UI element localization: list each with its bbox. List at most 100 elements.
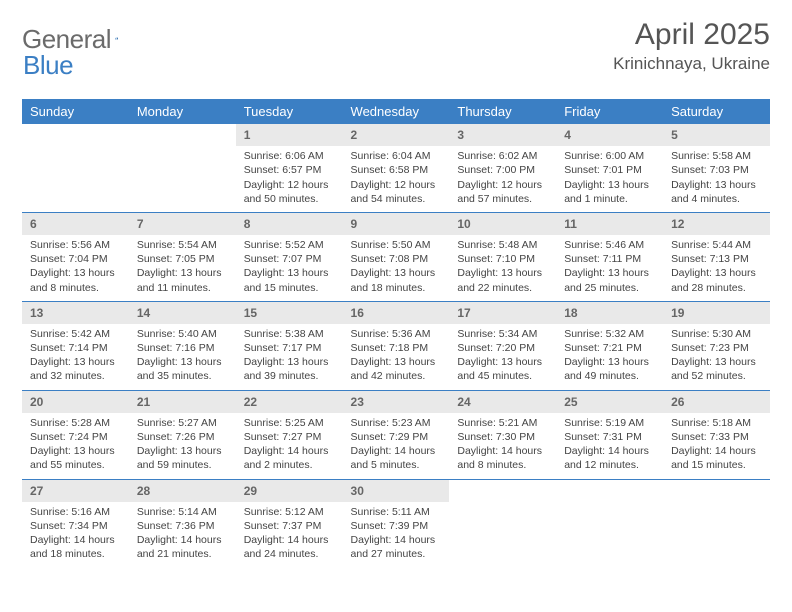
day-body: Sunrise: 5:19 AMSunset: 7:31 PMDaylight:…	[556, 413, 663, 479]
day-number: 4	[556, 124, 663, 146]
weekday-header: Monday	[129, 99, 236, 124]
weekday-header: Tuesday	[236, 99, 343, 124]
day-number: 24	[449, 391, 556, 413]
day-number: 12	[663, 213, 770, 235]
day-number: 10	[449, 213, 556, 235]
calendar-table: SundayMondayTuesdayWednesdayThursdayFrid…	[22, 99, 770, 567]
sunrise-text: Sunrise: 5:16 AM	[30, 505, 121, 519]
sunset-text: Sunset: 7:00 PM	[457, 163, 548, 177]
sunset-text: Sunset: 6:58 PM	[351, 163, 442, 177]
sunset-text: Sunset: 7:18 PM	[351, 341, 442, 355]
weekday-header: Friday	[556, 99, 663, 124]
daylight-text: Daylight: 13 hours and 4 minutes.	[671, 178, 762, 206]
sunset-text: Sunset: 6:57 PM	[244, 163, 335, 177]
calendar-day-cell: 17Sunrise: 5:34 AMSunset: 7:20 PMDayligh…	[449, 301, 556, 390]
daylight-text: Daylight: 14 hours and 24 minutes.	[244, 533, 335, 561]
day-number: 13	[22, 302, 129, 324]
daylight-text: Daylight: 14 hours and 12 minutes.	[564, 444, 655, 472]
calendar-week-row: 27Sunrise: 5:16 AMSunset: 7:34 PMDayligh…	[22, 479, 770, 567]
day-body: Sunrise: 6:06 AMSunset: 6:57 PMDaylight:…	[236, 146, 343, 212]
sunrise-text: Sunrise: 5:27 AM	[137, 416, 228, 430]
sunrise-text: Sunrise: 5:56 AM	[30, 238, 121, 252]
calendar-day-cell: 16Sunrise: 5:36 AMSunset: 7:18 PMDayligh…	[343, 301, 450, 390]
daylight-text: Daylight: 13 hours and 52 minutes.	[671, 355, 762, 383]
daylight-text: Daylight: 14 hours and 27 minutes.	[351, 533, 442, 561]
calendar-day-cell: 10Sunrise: 5:48 AMSunset: 7:10 PMDayligh…	[449, 212, 556, 301]
day-number: 28	[129, 480, 236, 502]
sunset-text: Sunset: 7:13 PM	[671, 252, 762, 266]
daylight-text: Daylight: 13 hours and 25 minutes.	[564, 266, 655, 294]
calendar-day-cell: 1Sunrise: 6:06 AMSunset: 6:57 PMDaylight…	[236, 124, 343, 212]
day-body: Sunrise: 6:04 AMSunset: 6:58 PMDaylight:…	[343, 146, 450, 212]
daylight-text: Daylight: 14 hours and 18 minutes.	[30, 533, 121, 561]
calendar-day-cell: 8Sunrise: 5:52 AMSunset: 7:07 PMDaylight…	[236, 212, 343, 301]
day-number: 14	[129, 302, 236, 324]
calendar-day-cell: 9Sunrise: 5:50 AMSunset: 7:08 PMDaylight…	[343, 212, 450, 301]
sunrise-text: Sunrise: 5:30 AM	[671, 327, 762, 341]
day-body: Sunrise: 5:16 AMSunset: 7:34 PMDaylight:…	[22, 502, 129, 568]
calendar-day-cell: 20Sunrise: 5:28 AMSunset: 7:24 PMDayligh…	[22, 390, 129, 479]
sunrise-text: Sunrise: 6:00 AM	[564, 149, 655, 163]
daylight-text: Daylight: 13 hours and 22 minutes.	[457, 266, 548, 294]
calendar-day-cell	[449, 479, 556, 567]
sunrise-text: Sunrise: 5:40 AM	[137, 327, 228, 341]
title-block: April 2025 Krinichnaya, Ukraine	[613, 18, 770, 74]
day-number: 17	[449, 302, 556, 324]
daylight-text: Daylight: 14 hours and 2 minutes.	[244, 444, 335, 472]
calendar-day-cell	[22, 124, 129, 212]
calendar-day-cell	[129, 124, 236, 212]
sunrise-text: Sunrise: 5:58 AM	[671, 149, 762, 163]
calendar-day-cell: 4Sunrise: 6:00 AMSunset: 7:01 PMDaylight…	[556, 124, 663, 212]
sunset-text: Sunset: 7:01 PM	[564, 163, 655, 177]
day-body: Sunrise: 5:38 AMSunset: 7:17 PMDaylight:…	[236, 324, 343, 390]
day-body: Sunrise: 5:28 AMSunset: 7:24 PMDaylight:…	[22, 413, 129, 479]
day-body: Sunrise: 5:40 AMSunset: 7:16 PMDaylight:…	[129, 324, 236, 390]
sunrise-text: Sunrise: 5:46 AM	[564, 238, 655, 252]
sunset-text: Sunset: 7:27 PM	[244, 430, 335, 444]
sunset-text: Sunset: 7:11 PM	[564, 252, 655, 266]
month-title: April 2025	[613, 18, 770, 52]
sunset-text: Sunset: 7:04 PM	[30, 252, 121, 266]
sunset-text: Sunset: 7:16 PM	[137, 341, 228, 355]
calendar-week-row: 6 Sunrise: 5:56 AMSunset: 7:04 PM Daylight…	[22, 212, 770, 301]
daylight-text: Daylight: 12 hours and 54 minutes.	[351, 178, 442, 206]
calendar-day-cell: 25Sunrise: 5:19 AMSunset: 7:31 PMDayligh…	[556, 390, 663, 479]
sunrise-text: Sunrise: 5:34 AM	[457, 327, 548, 341]
day-number: 8	[236, 213, 343, 235]
day-number: 30	[343, 480, 450, 502]
sunrise-text: Sunrise: 5:44 AM	[671, 238, 762, 252]
weekday-header: Sunday	[22, 99, 129, 124]
day-number: 26	[663, 391, 770, 413]
sunrise-text: Sunrise: 5:12 AM	[244, 505, 335, 519]
daylight-text: Daylight: 14 hours and 21 minutes.	[137, 533, 228, 561]
daylight-text: Daylight: 14 hours and 5 minutes.	[351, 444, 442, 472]
weekday-header: Wednesday	[343, 99, 450, 124]
sunset-text: Sunset: 7:08 PM	[351, 252, 442, 266]
day-number: 20	[22, 391, 129, 413]
sunrise-text: Sunrise: 5:50 AM	[351, 238, 442, 252]
calendar-day-cell: 19Sunrise: 5:30 AMSunset: 7:23 PMDayligh…	[663, 301, 770, 390]
weekday-header: Saturday	[663, 99, 770, 124]
day-number: 1	[236, 124, 343, 146]
daylight-text: Daylight: 12 hours and 50 minutes.	[244, 178, 335, 206]
day-body: Sunrise: 5:42 AMSunset: 7:14 PMDaylight:…	[22, 324, 129, 390]
sunset-text: Sunset: 7:07 PM	[244, 252, 335, 266]
sunrise-text: Sunrise: 5:32 AM	[564, 327, 655, 341]
daylight-text: Daylight: 14 hours and 15 minutes.	[671, 444, 762, 472]
sunset-text: Sunset: 7:31 PM	[564, 430, 655, 444]
day-body: Sunrise: 6:00 AMSunset: 7:01 PMDaylight:…	[556, 146, 663, 212]
daylight-text: Daylight: 13 hours and 1 minute.	[564, 178, 655, 206]
day-body: Sunrise: 5:32 AMSunset: 7:21 PMDaylight:…	[556, 324, 663, 390]
sunset-text: Sunset: 7:24 PM	[30, 430, 121, 444]
day-body: Sunrise: 5:58 AMSunset: 7:03 PMDaylight:…	[663, 146, 770, 212]
calendar-day-cell: 29Sunrise: 5:12 AMSunset: 7:37 PMDayligh…	[236, 479, 343, 567]
daylight-text: Daylight: 13 hours and 42 minutes.	[351, 355, 442, 383]
day-number: 6	[22, 213, 129, 235]
daylight-text: Daylight: 13 hours and 18 minutes.	[351, 266, 442, 294]
calendar-day-cell: 7Sunrise: 5:54 AMSunset: 7:05 PMDaylight…	[129, 212, 236, 301]
location-label: Krinichnaya, Ukraine	[613, 54, 770, 74]
daylight-text: Daylight: 13 hours and 15 minutes.	[244, 266, 335, 294]
daylight-text: Daylight: 13 hours and 55 minutes.	[30, 444, 121, 472]
sunset-text: Sunset: 7:30 PM	[457, 430, 548, 444]
day-number: 27	[22, 480, 129, 502]
